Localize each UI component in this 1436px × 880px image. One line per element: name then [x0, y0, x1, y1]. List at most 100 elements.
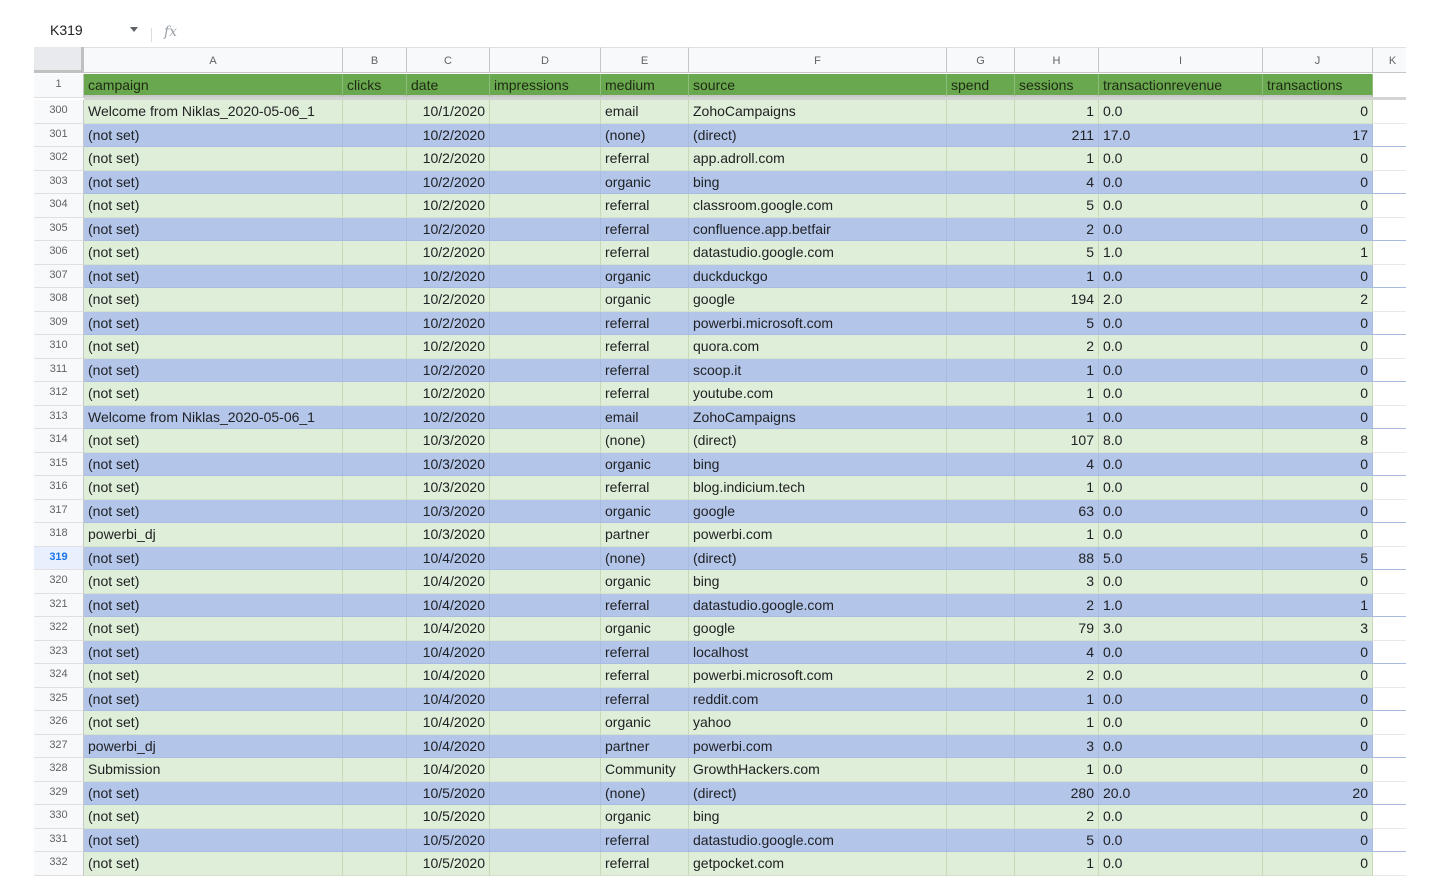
cell-date[interactable]: 10/2/2020: [407, 241, 490, 265]
cell-sessions[interactable]: 4: [1015, 452, 1099, 476]
header-cell-impressions[interactable]: impressions: [490, 74, 601, 98]
cell-sessions[interactable]: 5: [1015, 311, 1099, 335]
cell-revenue[interactable]: 3.0: [1099, 617, 1263, 641]
cell-campaign[interactable]: (not set): [84, 335, 343, 359]
cell-medium[interactable]: referral: [601, 687, 689, 711]
cell-sessions[interactable]: 1: [1015, 100, 1099, 124]
empty-cell[interactable]: [1373, 74, 1406, 98]
empty-cell[interactable]: [1373, 405, 1406, 429]
empty-cell[interactable]: [947, 499, 1015, 523]
empty-cell[interactable]: [947, 734, 1015, 758]
empty-cell[interactable]: [343, 100, 407, 124]
row-number[interactable]: 319: [34, 546, 84, 570]
row-number[interactable]: 310: [34, 335, 84, 359]
cell-medium[interactable]: (none): [601, 429, 689, 453]
empty-cell[interactable]: [947, 828, 1015, 852]
cell-campaign[interactable]: Submission: [84, 758, 343, 782]
column-header-j[interactable]: J: [1263, 47, 1373, 73]
empty-cell[interactable]: [343, 429, 407, 453]
cell-sessions[interactable]: 1: [1015, 758, 1099, 782]
row-number[interactable]: 327: [34, 734, 84, 758]
cell-campaign[interactable]: (not set): [84, 452, 343, 476]
cell-revenue[interactable]: 0.0: [1099, 687, 1263, 711]
cell-sessions[interactable]: 1: [1015, 687, 1099, 711]
cell-medium[interactable]: referral: [601, 335, 689, 359]
empty-cell[interactable]: [343, 241, 407, 265]
empty-cell[interactable]: [343, 664, 407, 688]
cell-date[interactable]: 10/2/2020: [407, 311, 490, 335]
empty-cell[interactable]: [490, 711, 601, 735]
empty-cell[interactable]: [947, 170, 1015, 194]
cell-sessions[interactable]: 211: [1015, 123, 1099, 147]
row-number[interactable]: 317: [34, 499, 84, 523]
empty-cell[interactable]: [490, 805, 601, 829]
cell-date[interactable]: 10/2/2020: [407, 217, 490, 241]
empty-cell[interactable]: [490, 311, 601, 335]
cell-source[interactable]: bing: [689, 805, 947, 829]
cell-date[interactable]: 10/4/2020: [407, 758, 490, 782]
empty-cell[interactable]: [490, 664, 601, 688]
empty-cell[interactable]: [947, 546, 1015, 570]
cell-transactions[interactable]: 0: [1263, 405, 1373, 429]
empty-cell[interactable]: [490, 405, 601, 429]
cell-medium[interactable]: referral: [601, 217, 689, 241]
empty-cell[interactable]: [947, 194, 1015, 218]
row-number[interactable]: 308: [34, 288, 84, 312]
cell-medium[interactable]: organic: [601, 711, 689, 735]
cell-source[interactable]: bing: [689, 570, 947, 594]
empty-cell[interactable]: [1373, 170, 1406, 194]
column-header-k[interactable]: K: [1373, 47, 1406, 73]
cell-date[interactable]: 10/2/2020: [407, 123, 490, 147]
cell-medium[interactable]: referral: [601, 382, 689, 406]
cell-campaign[interactable]: powerbi_dj: [84, 523, 343, 547]
cell-date[interactable]: 10/2/2020: [407, 147, 490, 171]
cell-date[interactable]: 10/3/2020: [407, 429, 490, 453]
cell-sessions[interactable]: 1: [1015, 382, 1099, 406]
header-cell-medium[interactable]: medium: [601, 74, 689, 98]
empty-cell[interactable]: [343, 828, 407, 852]
empty-cell[interactable]: [490, 100, 601, 124]
cell-sessions[interactable]: 79: [1015, 617, 1099, 641]
empty-cell[interactable]: [947, 335, 1015, 359]
cell-source[interactable]: google: [689, 288, 947, 312]
cell-campaign[interactable]: Welcome from Niklas_2020-05-06_1: [84, 100, 343, 124]
cell-medium[interactable]: referral: [601, 640, 689, 664]
cell-transactions[interactable]: 0: [1263, 217, 1373, 241]
cell-transactions[interactable]: 0: [1263, 758, 1373, 782]
cell-revenue[interactable]: 0.0: [1099, 217, 1263, 241]
cell-date[interactable]: 10/3/2020: [407, 476, 490, 500]
cell-source[interactable]: (direct): [689, 429, 947, 453]
cell-medium[interactable]: referral: [601, 147, 689, 171]
cell-transactions[interactable]: 0: [1263, 170, 1373, 194]
cell-revenue[interactable]: 0.0: [1099, 382, 1263, 406]
cell-revenue[interactable]: 0.0: [1099, 264, 1263, 288]
select-all-corner[interactable]: [34, 47, 84, 73]
empty-cell[interactable]: [1373, 828, 1406, 852]
header-cell-source[interactable]: source: [689, 74, 947, 98]
cell-source[interactable]: app.adroll.com: [689, 147, 947, 171]
column-header-a[interactable]: A: [84, 47, 343, 73]
cell-source[interactable]: youtube.com: [689, 382, 947, 406]
cell-campaign[interactable]: (not set): [84, 358, 343, 382]
empty-cell[interactable]: [947, 452, 1015, 476]
empty-cell[interactable]: [1373, 288, 1406, 312]
cell-revenue[interactable]: 20.0: [1099, 781, 1263, 805]
empty-cell[interactable]: [947, 593, 1015, 617]
row-number[interactable]: 325: [34, 687, 84, 711]
row-number[interactable]: 314: [34, 429, 84, 453]
column-header-d[interactable]: D: [490, 47, 601, 73]
empty-cell[interactable]: [1373, 194, 1406, 218]
cell-sessions[interactable]: 5: [1015, 828, 1099, 852]
row-number[interactable]: 303: [34, 170, 84, 194]
empty-cell[interactable]: [490, 828, 601, 852]
cell-revenue[interactable]: 0.0: [1099, 100, 1263, 124]
cell-transactions[interactable]: 0: [1263, 100, 1373, 124]
cell-transactions[interactable]: 0: [1263, 570, 1373, 594]
column-header-f[interactable]: F: [689, 47, 947, 73]
header-cell-sessions[interactable]: sessions: [1015, 74, 1099, 98]
empty-cell[interactable]: [490, 241, 601, 265]
empty-cell[interactable]: [490, 147, 601, 171]
cell-revenue[interactable]: 0.0: [1099, 335, 1263, 359]
cell-campaign[interactable]: (not set): [84, 429, 343, 453]
empty-cell[interactable]: [490, 687, 601, 711]
